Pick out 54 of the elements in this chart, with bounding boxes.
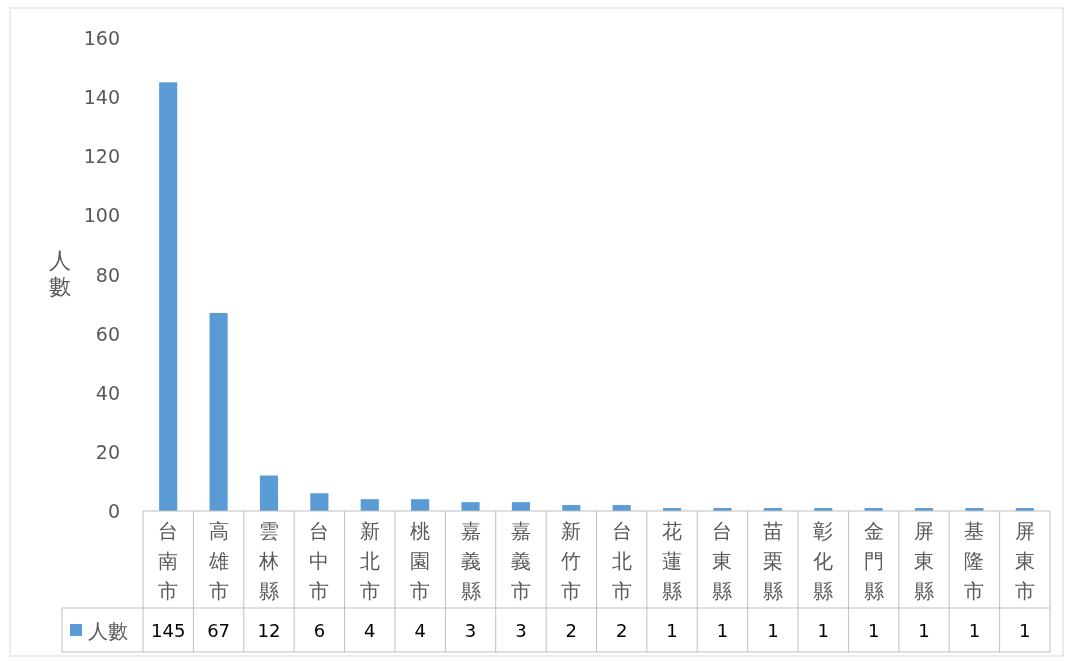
y-tick-label: 160 [83,27,120,49]
data-label: 3 [464,620,477,641]
x-tick-label: 花蓮縣 [662,519,683,603]
x-tick-label: 嘉義縣 [460,519,481,603]
x-tick-label: 高雄市 [207,519,229,603]
data-label: 1 [1019,620,1031,641]
data-label: 2 [615,620,628,641]
y-tick-label: 20 [95,440,120,463]
data-label: 4 [364,620,376,641]
x-tick-label: 彰化縣 [813,519,834,603]
bar [159,82,178,511]
bar [259,475,279,511]
x-tick-label: 金門縣 [863,519,884,603]
data-label: 1 [817,620,829,641]
x-tick-label: 基隆市 [964,519,985,603]
x-tick-label: 桃園市 [410,519,431,603]
bar [360,499,379,511]
y-tick-label: 140 [83,86,120,109]
data-label: 1 [767,620,779,641]
data-label: 1 [666,620,678,641]
data-label: 1 [716,620,729,641]
x-tick-label: 台東縣 [712,519,733,603]
y-tick-label: 60 [95,322,120,345]
y-tick-label: 120 [83,145,120,168]
x-tick-label: 嘉義市 [510,519,531,603]
x-tick-label: 苗栗縣 [762,519,783,603]
y-tick-label: 0 [107,500,120,522]
x-tick-label: 台南市 [158,519,179,603]
data-label: 6 [313,620,326,641]
legend-label: 人數 [88,619,128,643]
x-tick-label: 台北市 [611,519,632,603]
data-label: 145 [151,620,186,641]
y-axis-title: 人數 [49,248,71,299]
bar [461,502,480,511]
data-label: 12 [257,620,281,641]
bar [310,493,329,511]
bar [209,312,228,511]
data-label: 2 [565,620,578,641]
data-label: 1 [968,620,981,641]
y-tick-label: 40 [95,381,120,404]
data-label: 67 [207,620,231,641]
x-tick-label: 雲林縣 [257,519,279,603]
data-label: 1 [867,620,880,641]
x-tick-label: 屏東市 [1014,519,1035,603]
data-label: 3 [515,620,527,641]
y-tick-label: 80 [95,263,120,286]
x-tick-label: 新北市 [359,519,380,603]
x-tick-label: 新竹市 [561,519,582,603]
x-tick-label: 屏東縣 [914,519,935,603]
bar [411,499,430,511]
data-label: 1 [918,620,930,641]
data-label: 4 [414,620,426,641]
x-tick-label: 台中市 [309,519,330,603]
y-tick-label: 100 [83,204,120,227]
